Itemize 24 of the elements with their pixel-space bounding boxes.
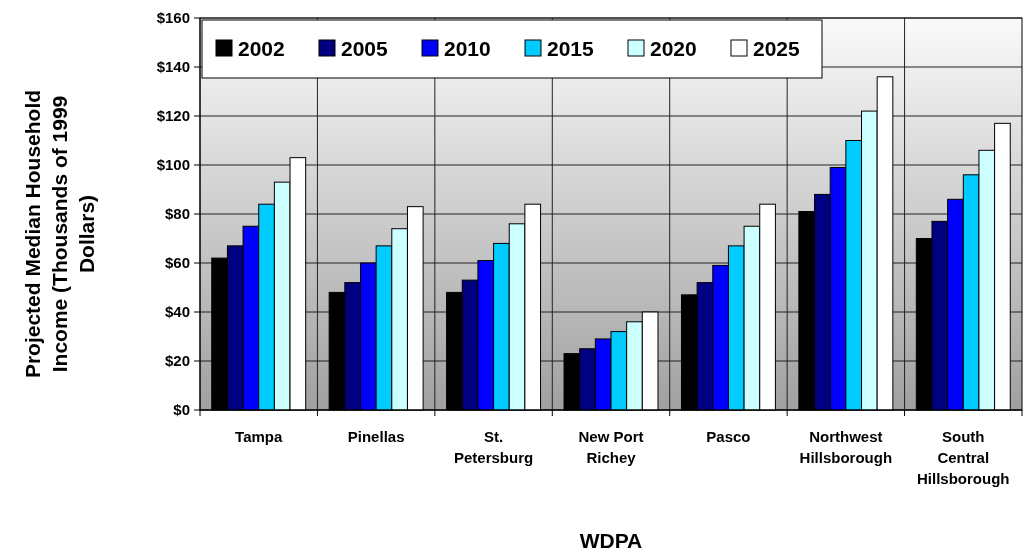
y-tick-label: $140 bbox=[156, 58, 190, 76]
legend-label: 2002 bbox=[238, 37, 285, 61]
legend-label: 2020 bbox=[650, 37, 697, 61]
x-tick-label: Tampa bbox=[235, 428, 283, 445]
y-tick-label: $60 bbox=[164, 254, 190, 272]
x-tick-label: Pasco bbox=[706, 428, 751, 445]
y-tick-label: $100 bbox=[156, 156, 190, 174]
x-tick-label: Pinellas bbox=[347, 428, 405, 445]
y-tick-label: $0 bbox=[173, 401, 190, 419]
legend-label: 2025 bbox=[753, 37, 801, 61]
y-tick-label: $160 bbox=[156, 9, 190, 27]
x-tick-label: St. Petersburg bbox=[453, 428, 534, 466]
legend-label: 2010 bbox=[444, 37, 491, 61]
y-tick-label: $40 bbox=[164, 303, 190, 321]
legend-label: 2005 bbox=[341, 37, 389, 61]
y-tick-label: $20 bbox=[164, 352, 190, 370]
legend-label: 2015 bbox=[547, 37, 595, 61]
x-tick-label: Northwest Hillsborough bbox=[799, 428, 893, 466]
y-axis-title: Projected Median Household Income (Thousands of 1999 Dollars) bbox=[21, 89, 98, 379]
y-tick-label: $80 bbox=[164, 205, 190, 223]
y-tick-label: $120 bbox=[156, 107, 190, 125]
x-tick-label: New Port Richey bbox=[578, 428, 644, 466]
x-axis-title: WDPA bbox=[579, 529, 643, 552]
x-tick-label: South Central Hillsborough bbox=[917, 428, 1010, 487]
